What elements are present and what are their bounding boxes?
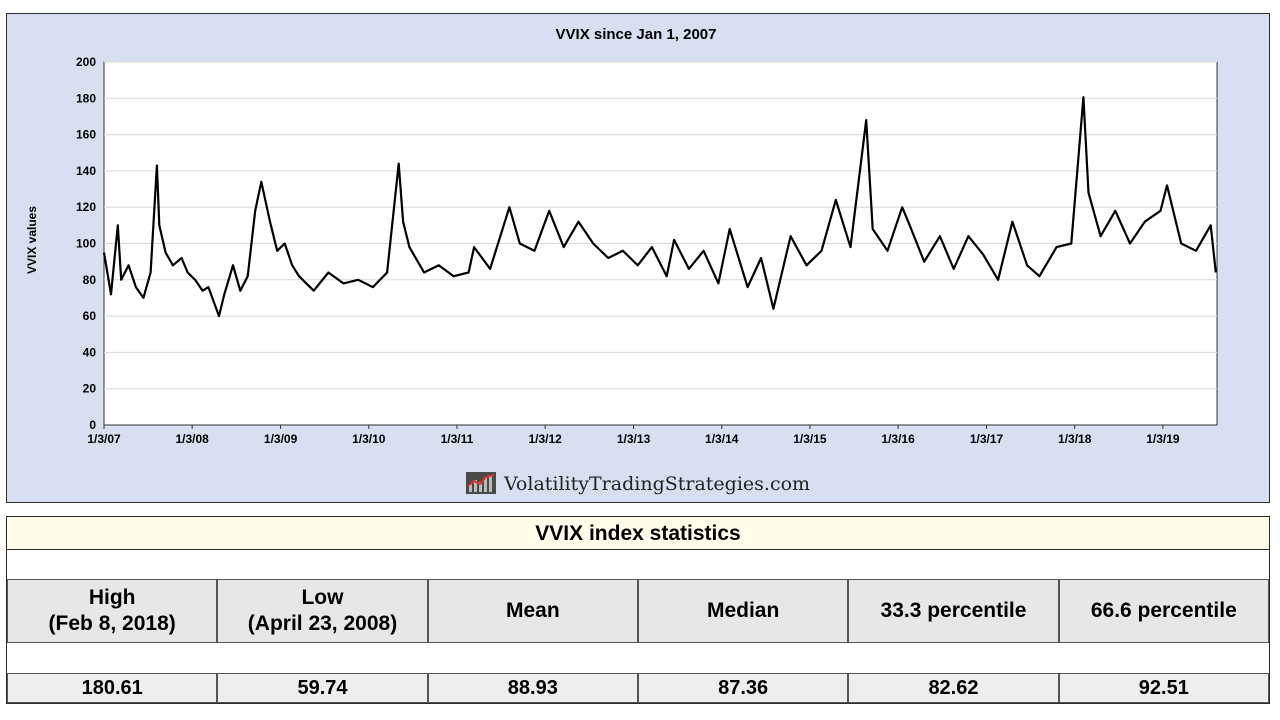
y-tick-label: 140 — [76, 164, 96, 178]
y-tick-label: 40 — [83, 345, 97, 359]
x-tick-label: 1/3/14 — [705, 432, 739, 446]
x-tick-label: 1/3/13 — [617, 432, 651, 446]
watermark-text: VolatilityTradingStrategies.com — [503, 473, 811, 495]
stat-header-p33: 33.3 percentile — [848, 579, 1059, 643]
x-tick-label: 1/3/15 — [793, 432, 827, 446]
stats-value-row: 180.61 59.74 88.93 87.36 82.62 92.51 — [7, 673, 1269, 703]
y-tick-label: 60 — [83, 309, 97, 323]
x-tick-label: 1/3/11 — [441, 432, 474, 446]
y-tick-label: 0 — [89, 418, 96, 432]
watermark: VolatilityTradingStrategies.com — [7, 472, 1269, 495]
stats-table: VVIX index statistics High (Feb 8, 2018) … — [6, 516, 1270, 704]
stat-header-high: High (Feb 8, 2018) — [7, 579, 218, 643]
gridlines — [104, 61, 1217, 390]
chart-title: VVIX since Jan 1, 2007 — [556, 26, 717, 43]
x-tick-label: 1/3/16 — [881, 432, 915, 446]
stat-value-high: 180.61 — [7, 673, 218, 703]
stat-header-mean: Mean — [427, 579, 638, 643]
x-tick-label: 1/3/09 — [264, 432, 298, 446]
stat-value-median: 87.36 — [637, 673, 849, 703]
x-tick-label: 1/3/10 — [352, 432, 386, 446]
y-tick-label: 120 — [76, 200, 96, 214]
y-tick-label: 200 — [76, 55, 96, 69]
stat-header-low: Low (April 23, 2008) — [217, 579, 428, 643]
y-tick-label: 100 — [76, 237, 96, 251]
y-axis-label: VVIX values — [25, 206, 39, 274]
stat-header-p66: 66.6 percentile — [1058, 579, 1269, 643]
y-axis-ticks: 0 20 40 60 80 100 120 140 160 180 200 — [76, 55, 96, 432]
x-tick-label: 1/3/18 — [1058, 432, 1092, 446]
chart-logo-icon — [465, 472, 496, 494]
stat-header-median: Median — [637, 579, 849, 643]
series-layer — [102, 96, 1217, 318]
x-tick-label: 1/3/12 — [528, 432, 562, 446]
stat-value-low: 59.74 — [217, 673, 428, 703]
vvix-line-chart: VVIX since Jan 1, 2007 0 20 40 60 80 100 120 14… — [25, 26, 1218, 446]
stats-title: VVIX index statistics — [7, 517, 1269, 550]
x-axis-ticks: 1/3/07 1/3/08 1/3/09 1/3/10 1/3/11 1/3/12 1/3/… — [87, 425, 1180, 446]
y-tick-label: 180 — [76, 91, 96, 105]
x-tick-label: 1/3/17 — [970, 432, 1004, 446]
x-tick-label: 1/3/19 — [1146, 432, 1180, 446]
x-tick-label: 1/3/08 — [175, 432, 209, 446]
stats-header-row: High (Feb 8, 2018) Low (April 23, 2008) Me… — [7, 579, 1269, 643]
y-tick-label: 20 — [83, 382, 97, 396]
series-line-0 — [102, 96, 1217, 318]
stat-value-p33: 82.62 — [848, 673, 1059, 703]
y-tick-label: 80 — [83, 273, 97, 287]
x-tick-label: 1/3/07 — [87, 432, 121, 446]
stat-value-p66: 92.51 — [1058, 673, 1269, 703]
chart-panel: VVIX since Jan 1, 2007 0 20 40 60 80 100 120 14… — [6, 13, 1270, 503]
stat-value-mean: 88.93 — [427, 673, 638, 703]
y-tick-label: 160 — [76, 128, 96, 142]
